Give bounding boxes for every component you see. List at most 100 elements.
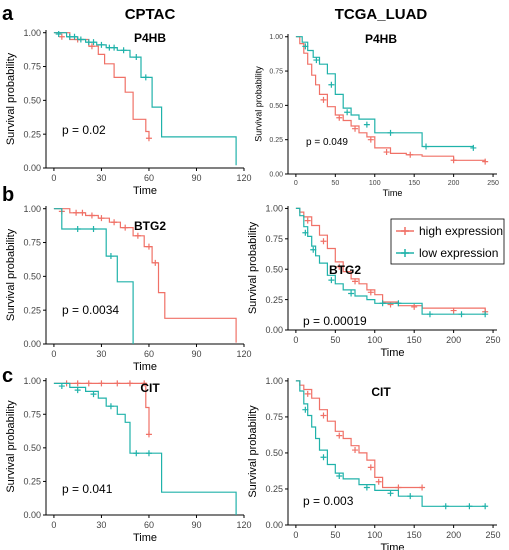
censor-mark-low: [363, 484, 370, 491]
x-tick-label: 100: [367, 335, 382, 345]
censor-mark-low: [133, 54, 140, 61]
km-panel-2: 0.00 0.25 0.50 0.75 1.00 0 50 100 150 200 250 Time S…: [254, 32, 499, 198]
x-tick-label: 30: [96, 173, 106, 183]
y-axis-label: Survival probability: [247, 405, 259, 498]
censor-mark-low: [344, 109, 351, 116]
x-tick-label: 0: [293, 530, 298, 540]
censor-mark-low: [470, 144, 477, 151]
legend: high expression low expression: [390, 218, 505, 265]
x-tick-label: 90: [191, 173, 201, 183]
censor-mark-low: [302, 43, 309, 50]
censor-mark-low: [328, 81, 335, 88]
x-axis-label: Time: [383, 188, 403, 198]
x-tick-label: 250: [486, 335, 501, 345]
censor-mark-low: [363, 121, 370, 128]
censor-mark-high: [336, 263, 343, 270]
censor-mark-low: [90, 391, 97, 398]
panel-title: BTG2: [329, 263, 361, 277]
panel-title: BTG2: [134, 219, 166, 233]
x-tick-label: 60: [144, 349, 154, 359]
km-curve-low: [53, 32, 237, 166]
x-tick-label: 90: [191, 520, 201, 530]
y-tick-label: 1.00: [23, 376, 41, 386]
censor-mark-low: [336, 473, 343, 479]
censor-mark-low: [387, 129, 394, 136]
censor-mark-high: [450, 307, 457, 314]
panel-title: P4HB: [365, 32, 397, 46]
censor-mark-high: [114, 380, 121, 387]
censor-mark-low: [90, 226, 97, 232]
censor-mark-high: [320, 412, 327, 419]
x-axis-label: Time: [133, 361, 157, 373]
y-tick-label: 1.00: [23, 28, 41, 38]
censor-mark-low: [426, 311, 433, 318]
km-panel-3: 0.00 0.25 0.50 0.75 1.00 0 30 60 90 120 Time Surviv…: [5, 204, 252, 373]
column-title-tcga-luad: TCGA_LUAD: [335, 6, 428, 23]
legend-label-high: high expression: [419, 224, 503, 238]
y-tick-label: 0.75: [269, 69, 283, 76]
censor-mark-low: [466, 503, 473, 510]
censor-mark-low: [458, 311, 465, 318]
x-tick-label: 200: [446, 530, 461, 540]
censor-mark-high: [395, 484, 402, 491]
censor-mark-low: [328, 277, 335, 284]
censor-mark-low: [74, 387, 81, 394]
x-tick-label: 200: [446, 335, 461, 345]
x-tick-label: 60: [144, 520, 154, 530]
column-title-cptac: CPTAC: [125, 6, 176, 23]
km-panel-1: 0.00 0.25 0.50 0.75 1.00 0 30 60 90 120 Time Surviv…: [5, 28, 252, 197]
censor-mark-high: [336, 114, 343, 121]
y-tick-label: 0.50: [23, 96, 41, 106]
row-letter-a: a: [2, 3, 14, 25]
censor-mark-high: [111, 219, 118, 226]
x-tick-label: 30: [96, 520, 106, 530]
x-tick-label: 0: [51, 173, 56, 183]
censor-mark-low: [55, 31, 62, 38]
x-axis-label: Time: [380, 347, 404, 359]
censor-mark-low: [320, 454, 327, 461]
censor-mark-low: [482, 311, 489, 318]
censor-mark-high: [352, 125, 359, 132]
censor-mark-low: [71, 33, 78, 40]
p-value-label: p = 0.049: [306, 137, 348, 148]
censor-mark-low: [98, 41, 105, 48]
x-axis-label: Time: [380, 542, 404, 550]
y-tick-label: 0.00: [23, 510, 41, 520]
y-axis-label: Survival probability: [5, 228, 17, 321]
y-tick-label: 0.50: [265, 448, 283, 458]
x-axis-label: Time: [133, 532, 157, 544]
censor-mark-high: [141, 380, 148, 387]
panel-title: P4HB: [134, 31, 166, 45]
censor-mark-high: [387, 301, 394, 308]
km-curve-low: [295, 36, 474, 148]
km-curve-high: [53, 382, 150, 435]
y-tick-label: 1.00: [269, 34, 283, 41]
x-tick-label: 0: [51, 349, 56, 359]
censor-mark-high: [79, 209, 86, 216]
censor-mark-high: [73, 209, 80, 216]
x-tick-label: 0: [294, 180, 298, 187]
x-tick-label: 90: [191, 349, 201, 359]
y-tick-label: 0.50: [269, 103, 283, 110]
censor-mark-high: [126, 380, 133, 387]
x-tick-label: 150: [407, 335, 422, 345]
p-value-label: p = 0.0034: [62, 303, 119, 317]
censor-mark-low: [120, 47, 127, 54]
y-tick-label: 1.00: [265, 204, 283, 214]
p-value-label: p = 0.041: [62, 482, 113, 496]
km-panels: 0.00 0.25 0.50 0.75 1.00 0 30 60 90 120 Time Surviv…: [5, 28, 501, 550]
censor-mark-high: [419, 484, 426, 491]
y-axis-label: Survival probability: [5, 400, 17, 493]
censor-mark-high: [145, 135, 152, 142]
censor-mark-low: [442, 503, 449, 510]
y-tick-label: 1.00: [23, 204, 41, 214]
censor-mark-high: [352, 447, 359, 454]
censor-mark-low: [310, 246, 317, 253]
censor-mark-high: [320, 238, 327, 245]
y-tick-label: 0.50: [23, 272, 41, 282]
censor-mark-low: [302, 229, 309, 236]
panel-title: CIT: [371, 385, 391, 399]
x-tick-label: 50: [330, 335, 340, 345]
censor-mark-high: [407, 151, 414, 158]
